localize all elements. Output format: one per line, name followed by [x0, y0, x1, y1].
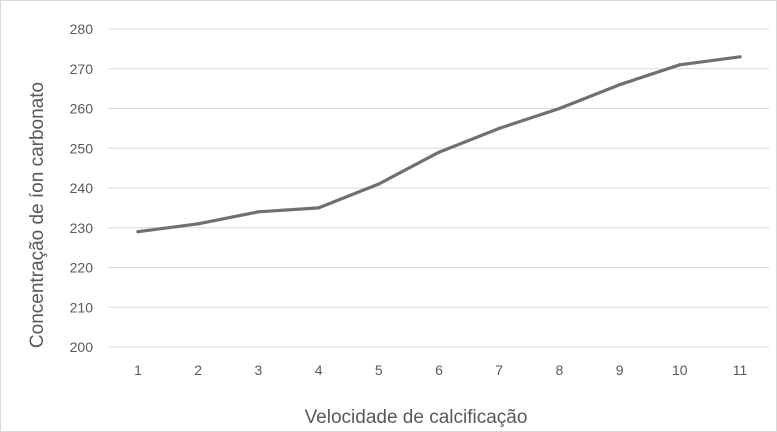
y-axis-ticks: 200 210 220 230 240 250 260 270 280	[70, 21, 94, 355]
x-axis-title: Velocidade de calcificação	[305, 407, 528, 428]
x-tick-label: 10	[672, 362, 688, 378]
data-point	[377, 182, 381, 186]
y-tick-label: 200	[70, 339, 94, 355]
y-tick-label: 230	[70, 220, 94, 236]
data-point	[136, 230, 140, 234]
data-point	[437, 150, 441, 154]
y-tick-label: 260	[70, 101, 94, 117]
x-tick-label: 1	[134, 362, 142, 378]
y-tick-label: 220	[70, 260, 94, 276]
y-tick-label: 210	[70, 299, 94, 315]
y-tick-label: 250	[70, 140, 94, 156]
x-tick-label: 6	[435, 362, 443, 378]
data-point	[678, 63, 682, 67]
y-tick-label: 240	[70, 180, 94, 196]
x-axis-ticks: 1 2 3 4 5 6 7 8 9 10 11	[134, 362, 747, 378]
x-tick-label: 11	[733, 362, 748, 378]
series-layer	[136, 55, 742, 234]
y-axis-title: Concentração de íon carbonato	[27, 82, 48, 348]
data-point	[557, 106, 562, 111]
data-point	[738, 55, 742, 59]
data-point	[497, 126, 501, 130]
y-tick-label: 270	[70, 61, 94, 77]
data-point	[196, 222, 200, 226]
data-point	[317, 206, 321, 210]
x-tick-label: 2	[194, 362, 202, 378]
x-tick-label: 8	[556, 362, 564, 378]
x-tick-label: 3	[255, 362, 263, 378]
data-point	[256, 210, 260, 214]
x-tick-label: 4	[315, 362, 323, 378]
gridlines	[108, 28, 769, 348]
data-point	[618, 83, 622, 87]
y-tick-label: 280	[70, 21, 94, 37]
series-line	[136, 55, 742, 234]
x-tick-label: 7	[495, 362, 503, 378]
x-tick-label: 9	[616, 362, 624, 378]
x-tick-label: 5	[375, 362, 383, 378]
